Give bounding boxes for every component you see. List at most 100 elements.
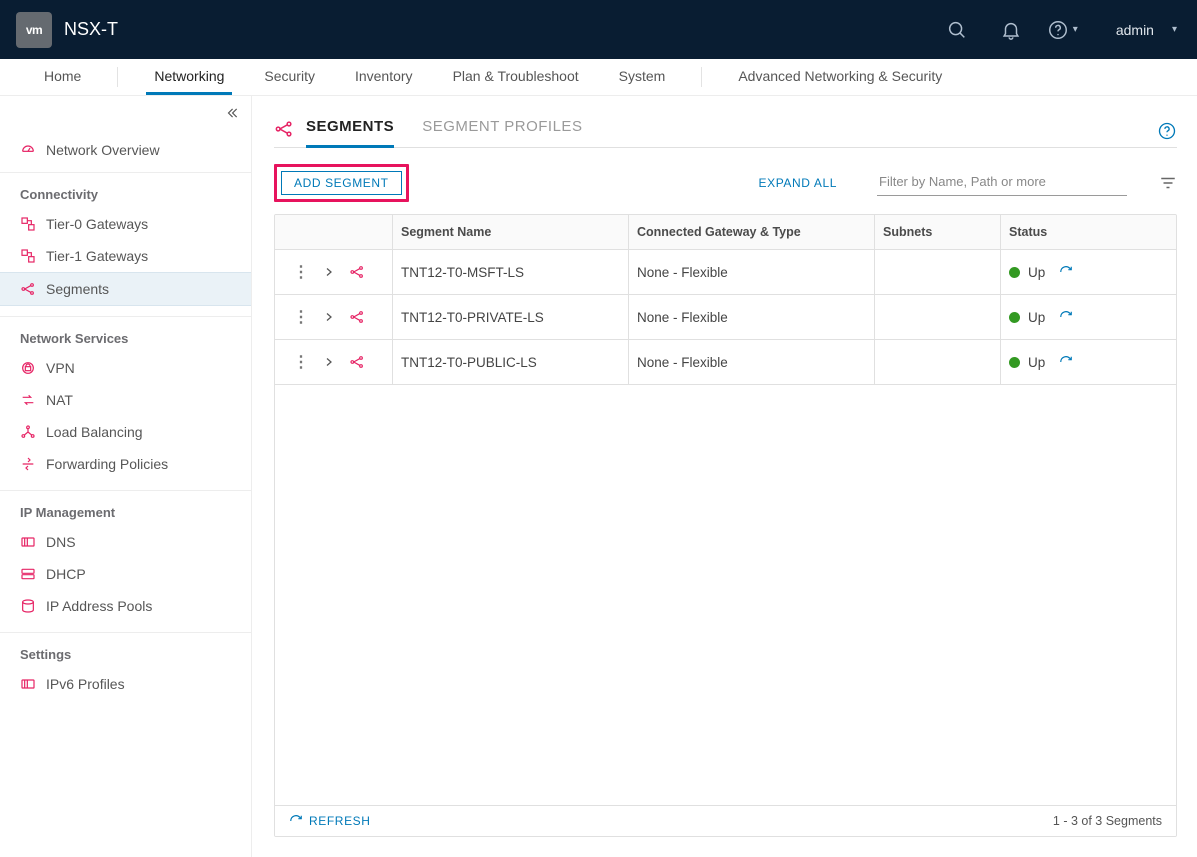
expand-all-button[interactable]: EXPAND ALL (759, 176, 837, 190)
segment-name[interactable]: TNT12-T0-MSFT-LS (393, 250, 629, 294)
row-refresh-icon[interactable] (1059, 355, 1073, 369)
main-nav: Home Networking Security Inventory Plan … (0, 59, 1197, 96)
segments-icon (274, 119, 294, 147)
top-header: vm NSX-T ▾ admin ▾ (0, 0, 1197, 59)
segment-status: Up (1001, 295, 1176, 339)
toolbar: ADD SEGMENT EXPAND ALL (274, 148, 1177, 214)
status-dot-icon (1009, 312, 1020, 323)
tab-segments[interactable]: SEGMENTS (306, 118, 394, 148)
bell-icon[interactable] (993, 12, 1029, 48)
collapse-sidebar-icon[interactable] (225, 106, 239, 120)
overview-label: Network Overview (46, 142, 160, 158)
sidebar-ip-pools[interactable]: IP Address Pools (0, 590, 251, 622)
segment-status: Up (1001, 250, 1176, 294)
sidebar-vpn[interactable]: VPN (0, 352, 251, 384)
nav-plan-troubleshoot[interactable]: Plan & Troubleshoot (445, 59, 587, 95)
chevron-down-icon: ▾ (1073, 24, 1078, 35)
help-menu[interactable]: ▾ (1047, 19, 1078, 41)
dhcp-icon (20, 566, 36, 582)
fwd-label: Forwarding Policies (46, 456, 168, 472)
nav-advanced[interactable]: Advanced Networking & Security (730, 59, 950, 95)
segments-label: Segments (46, 281, 109, 297)
sidebar-ipv6-profiles[interactable]: IPv6 Profiles (0, 668, 251, 700)
col-segment-name[interactable]: Segment Name (393, 215, 629, 249)
main-content: SEGMENTS SEGMENT PROFILES ADD SEGMENT EX… (252, 96, 1197, 857)
segment-gateway: None - Flexible (629, 295, 875, 339)
user-menu[interactable]: admin ▾ (1116, 22, 1177, 38)
forwarding-icon (20, 456, 36, 472)
help-icon[interactable] (1157, 121, 1177, 141)
status-dot-icon (1009, 267, 1020, 278)
row-refresh-icon[interactable] (1059, 265, 1073, 279)
row-menu-icon[interactable]: ⋮ (293, 352, 309, 372)
expand-row-icon[interactable] (323, 266, 335, 278)
sidebar-dns[interactable]: DNS (0, 526, 251, 558)
load-balance-icon (20, 424, 36, 440)
section-connectivity: Connectivity (0, 173, 251, 208)
table-footer: REFRESH 1 - 3 of 3 Segments (275, 805, 1176, 836)
segments-icon (20, 281, 36, 297)
col-status[interactable]: Status (1001, 215, 1176, 249)
sidebar-nat[interactable]: NAT (0, 384, 251, 416)
status-text: Up (1028, 265, 1045, 280)
nat-icon (20, 392, 36, 408)
ipv6-label: IPv6 Profiles (46, 676, 125, 692)
add-segment-button[interactable]: ADD SEGMENT (281, 171, 402, 195)
nav-networking[interactable]: Networking (146, 59, 232, 95)
sidebar-tier0-gateways[interactable]: Tier-0 Gateways (0, 208, 251, 240)
nav-home[interactable]: Home (36, 59, 89, 95)
vpn-icon (20, 360, 36, 376)
segment-name[interactable]: TNT12-T0-PRIVATE-LS (393, 295, 629, 339)
expand-row-icon[interactable] (323, 356, 335, 368)
dns-label: DNS (46, 534, 76, 550)
sidebar: Network Overview Connectivity Tier-0 Gat… (0, 96, 252, 857)
dashboard-icon (20, 142, 36, 158)
row-menu-icon[interactable]: ⋮ (293, 262, 309, 282)
segment-subnets (875, 340, 1001, 384)
product-name: NSX-T (64, 19, 118, 40)
vmware-logo: vm (16, 12, 52, 48)
sidebar-load-balancing[interactable]: Load Balancing (0, 416, 251, 448)
sidebar-network-overview[interactable]: Network Overview (0, 132, 251, 173)
vpn-label: VPN (46, 360, 75, 376)
chevron-down-icon: ▾ (1172, 24, 1177, 35)
tier1-label: Tier-1 Gateways (46, 248, 148, 264)
table-row: ⋮ TNT12-T0-MSFT-LSNone - Flexible Up (275, 250, 1176, 295)
username-label: admin (1116, 22, 1154, 38)
sidebar-dhcp[interactable]: DHCP (0, 558, 251, 590)
filter-icon[interactable] (1159, 174, 1177, 192)
nav-inventory[interactable]: Inventory (347, 59, 421, 95)
refresh-button[interactable]: REFRESH (289, 814, 371, 828)
lb-label: Load Balancing (46, 424, 143, 440)
tab-segment-profiles[interactable]: SEGMENT PROFILES (422, 118, 582, 148)
row-menu-icon[interactable]: ⋮ (293, 307, 309, 327)
tier0-label: Tier-0 Gateways (46, 216, 148, 232)
nav-security[interactable]: Security (256, 59, 323, 95)
sidebar-tier1-gateways[interactable]: Tier-1 Gateways (0, 240, 251, 272)
segment-gateway: None - Flexible (629, 250, 875, 294)
expand-row-icon[interactable] (323, 311, 335, 323)
add-segment-highlight: ADD SEGMENT (274, 164, 409, 202)
col-gateway[interactable]: Connected Gateway & Type (629, 215, 875, 249)
segment-icon (349, 354, 365, 370)
segment-subnets (875, 295, 1001, 339)
sidebar-segments[interactable]: Segments (0, 272, 251, 306)
router-icon (20, 216, 36, 232)
segment-icon (349, 264, 365, 280)
col-subnets[interactable]: Subnets (875, 215, 1001, 249)
row-refresh-icon[interactable] (1059, 310, 1073, 324)
section-ip-management: IP Management (0, 491, 251, 526)
segments-table: Segment Name Connected Gateway & Type Su… (274, 214, 1177, 837)
content-tabs: SEGMENTS SEGMENT PROFILES (274, 118, 1177, 148)
segment-status: Up (1001, 340, 1176, 384)
segment-gateway: None - Flexible (629, 340, 875, 384)
filter-input[interactable] (877, 170, 1127, 196)
segment-name[interactable]: TNT12-T0-PUBLIC-LS (393, 340, 629, 384)
nav-system[interactable]: System (611, 59, 674, 95)
ipv6-icon (20, 676, 36, 692)
search-icon[interactable] (939, 12, 975, 48)
section-network-services: Network Services (0, 317, 251, 352)
segment-subnets (875, 250, 1001, 294)
sidebar-forwarding-policies[interactable]: Forwarding Policies (0, 448, 251, 480)
status-dot-icon (1009, 357, 1020, 368)
